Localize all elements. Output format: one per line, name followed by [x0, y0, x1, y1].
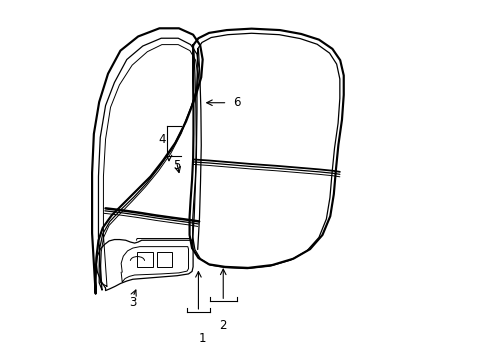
Text: 3: 3 — [129, 296, 136, 309]
Bar — [156, 252, 172, 267]
Text: 5: 5 — [172, 159, 180, 172]
Bar — [137, 252, 153, 267]
Text: 4: 4 — [158, 133, 166, 146]
Text: 6: 6 — [233, 96, 240, 109]
Text: 2: 2 — [219, 319, 226, 332]
Text: 1: 1 — [199, 332, 206, 345]
